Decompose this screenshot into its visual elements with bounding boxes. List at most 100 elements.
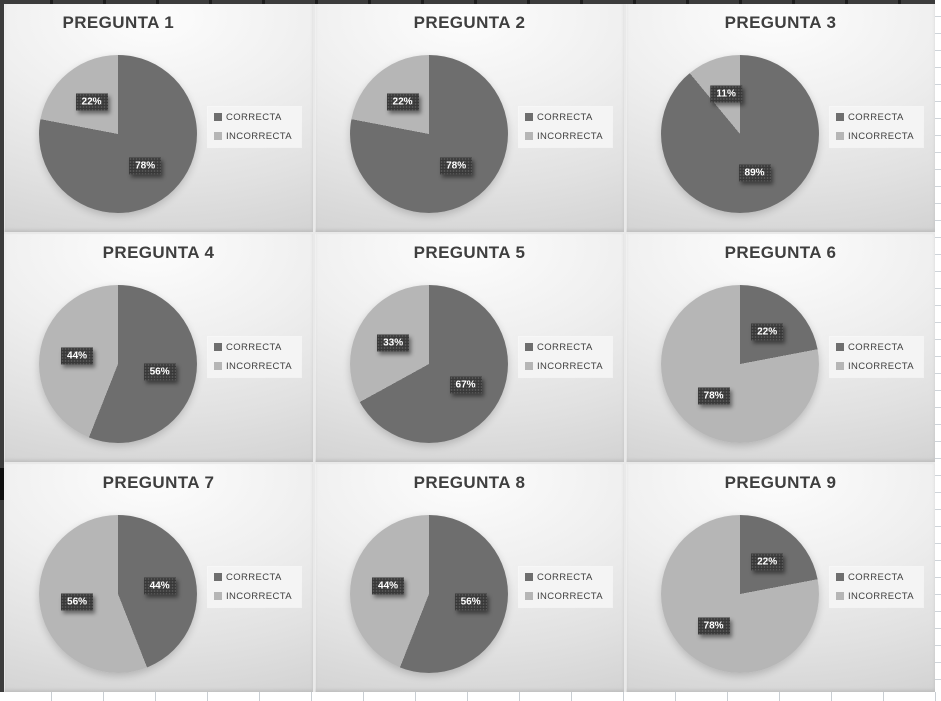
pie-pregunta-8: 56% 44% [350, 514, 509, 673]
chart-legend: CORRECTA INCORRECTA [207, 106, 301, 147]
legend-entry-incorrecta: INCORRECTA [213, 130, 295, 142]
legend-label-correcta: CORRECTA [847, 571, 904, 583]
incorrecta-value-label: 22% [75, 93, 108, 111]
pie-chart-grid: PREGUNTA 1 78% 22% CORRECTA INCORRECTA P… [4, 4, 935, 692]
pie-pregunta-7: 44% 56% [39, 514, 198, 673]
spreadsheet-cells-bottom[interactable] [0, 692, 941, 701]
legend-label-correcta: CORRECTA [225, 111, 282, 123]
pie-pregunta-9: 22% 78% [661, 514, 820, 673]
legend-label-incorrecta: INCORRECTA [847, 590, 915, 602]
legend-entry-incorrecta: INCORRECTA [524, 360, 606, 372]
incorrecta-swatch-icon [835, 362, 844, 371]
pie-pregunta-3: 89% 11% [661, 54, 820, 213]
legend-entry-incorrecta: INCORRECTA [213, 360, 295, 372]
legend-label-incorrecta: INCORRECTA [225, 590, 293, 602]
sheet-left-edge [0, 0, 4, 692]
legend-label-incorrecta: INCORRECTA [225, 130, 293, 142]
legend-entry-incorrecta: INCORRECTA [835, 590, 917, 602]
chart-legend: CORRECTA INCORRECTA [518, 566, 612, 607]
legend-entry-correcta: CORRECTA [524, 571, 606, 583]
correcta-value-label: 22% [751, 553, 784, 571]
pie-pregunta-6: 22% 78% [661, 284, 820, 443]
chart-legend: CORRECTA INCORRECTA [207, 566, 301, 607]
chart-legend: CORRECTA INCORRECTA [829, 106, 923, 147]
legend-entry-incorrecta: INCORRECTA [835, 360, 917, 372]
legend-entry-incorrecta: INCORRECTA [524, 590, 606, 602]
incorrecta-swatch-icon [524, 132, 533, 141]
legend-label-incorrecta: INCORRECTA [536, 360, 604, 372]
chart-legend: CORRECTA INCORRECTA [829, 566, 923, 607]
incorrecta-swatch-icon [835, 132, 844, 141]
legend-entry-correcta: CORRECTA [524, 111, 606, 123]
pie-chart-pregunta-9[interactable]: PREGUNTA 9 22% 78% CORRECTA INCORRECTA [626, 464, 935, 692]
correcta-swatch-icon [213, 573, 222, 582]
chart-title: PREGUNTA 5 [413, 243, 526, 262]
pie-pregunta-2: 78% 22% [350, 54, 509, 213]
correcta-value-label: 67% [449, 376, 482, 394]
legend-label-correcta: CORRECTA [536, 111, 593, 123]
legend-label-incorrecta: INCORRECTA [847, 130, 915, 142]
pie-chart-pregunta-6[interactable]: PREGUNTA 6 22% 78% CORRECTA INCORRECTA [626, 234, 935, 462]
incorrecta-swatch-icon [213, 362, 222, 371]
legend-entry-correcta: CORRECTA [213, 111, 295, 123]
correcta-value-label: 22% [751, 323, 784, 341]
chart-title: PREGUNTA 8 [413, 473, 526, 492]
incorrecta-value-label: 33% [377, 334, 410, 352]
correcta-value-label: 44% [143, 577, 176, 595]
pie-chart-pregunta-2[interactable]: PREGUNTA 2 78% 22% CORRECTA INCORRECTA [315, 4, 624, 232]
legend-label-incorrecta: INCORRECTA [536, 590, 604, 602]
chart-legend: CORRECTA INCORRECTA [829, 336, 923, 377]
incorrecta-value-label: 78% [697, 617, 730, 635]
incorrecta-value-label: 22% [386, 93, 419, 111]
pie-chart-pregunta-5[interactable]: PREGUNTA 5 67% 33% CORRECTA INCORRECTA [315, 234, 624, 462]
correcta-swatch-icon [835, 573, 844, 582]
incorrecta-value-label: 44% [372, 577, 405, 595]
legend-label-correcta: CORRECTA [847, 341, 904, 353]
legend-label-correcta: CORRECTA [225, 341, 282, 353]
correcta-swatch-icon [213, 343, 222, 352]
correcta-swatch-icon [835, 343, 844, 352]
incorrecta-swatch-icon [835, 592, 844, 601]
legend-entry-correcta: CORRECTA [524, 341, 606, 353]
pie-chart-pregunta-8[interactable]: PREGUNTA 8 56% 44% CORRECTA INCORRECTA [315, 464, 624, 692]
incorrecta-value-label: 11% [710, 85, 742, 103]
legend-label-correcta: CORRECTA [536, 571, 593, 583]
correcta-swatch-icon [213, 113, 222, 122]
pie-chart-pregunta-7[interactable]: PREGUNTA 7 44% 56% CORRECTA INCORRECTA [4, 464, 313, 692]
pie-chart-pregunta-3[interactable]: PREGUNTA 3 89% 11% CORRECTA INCORRECTA [626, 4, 935, 232]
legend-entry-incorrecta: INCORRECTA [213, 590, 295, 602]
correcta-value-label: 78% [440, 157, 473, 175]
legend-label-correcta: CORRECTA [225, 571, 282, 583]
pie-chart-pregunta-1[interactable]: PREGUNTA 1 78% 22% CORRECTA INCORRECTA [4, 4, 313, 232]
chart-title: PREGUNTA 3 [724, 13, 837, 32]
legend-entry-incorrecta: INCORRECTA [835, 130, 917, 142]
incorrecta-swatch-icon [524, 592, 533, 601]
incorrecta-swatch-icon [213, 132, 222, 141]
incorrecta-value-label: 56% [61, 593, 94, 611]
legend-label-correcta: CORRECTA [536, 341, 593, 353]
incorrecta-swatch-icon [213, 592, 222, 601]
legend-label-correcta: CORRECTA [847, 111, 904, 123]
correcta-value-label: 56% [143, 363, 176, 381]
chart-title: PREGUNTA 6 [724, 243, 837, 262]
legend-entry-correcta: CORRECTA [835, 571, 917, 583]
chart-legend: CORRECTA INCORRECTA [207, 336, 301, 377]
legend-label-incorrecta: INCORRECTA [225, 360, 293, 372]
chart-legend: CORRECTA INCORRECTA [518, 106, 612, 147]
legend-label-incorrecta: INCORRECTA [847, 360, 915, 372]
pie-chart-pregunta-4[interactable]: PREGUNTA 4 56% 44% CORRECTA INCORRECTA [4, 234, 313, 462]
legend-entry-incorrecta: INCORRECTA [524, 130, 606, 142]
correcta-swatch-icon [524, 113, 533, 122]
incorrecta-value-label: 78% [697, 387, 730, 405]
correcta-swatch-icon [524, 343, 533, 352]
pie-pregunta-4: 56% 44% [39, 284, 198, 443]
legend-entry-correcta: CORRECTA [835, 111, 917, 123]
correcta-value-label: 56% [454, 593, 487, 611]
correcta-swatch-icon [835, 113, 844, 122]
chart-title: PREGUNTA 4 [102, 243, 215, 262]
chart-legend: CORRECTA INCORRECTA [518, 336, 612, 377]
legend-entry-correcta: CORRECTA [213, 341, 295, 353]
legend-label-incorrecta: INCORRECTA [536, 130, 604, 142]
spreadsheet-cells-right[interactable] [935, 0, 941, 701]
